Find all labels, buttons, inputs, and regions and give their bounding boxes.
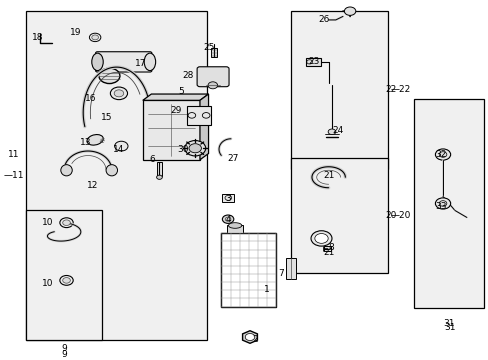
Bar bbox=[285, 258, 296, 279]
Polygon shape bbox=[242, 331, 257, 343]
Text: 13: 13 bbox=[80, 138, 91, 147]
Circle shape bbox=[92, 35, 98, 40]
Text: 1: 1 bbox=[264, 285, 269, 294]
Text: 19: 19 bbox=[70, 28, 81, 37]
Text: —22: —22 bbox=[390, 85, 410, 94]
Text: 18: 18 bbox=[32, 33, 43, 42]
Ellipse shape bbox=[106, 165, 117, 176]
Text: 26: 26 bbox=[318, 15, 329, 24]
Bar bbox=[305, 58, 320, 67]
Circle shape bbox=[434, 198, 450, 209]
Ellipse shape bbox=[87, 135, 103, 145]
Bar bbox=[226, 225, 243, 233]
Circle shape bbox=[314, 234, 327, 243]
Text: 10: 10 bbox=[41, 218, 53, 227]
Text: 12: 12 bbox=[87, 181, 98, 190]
Circle shape bbox=[438, 152, 446, 157]
Text: 30: 30 bbox=[177, 145, 189, 154]
Ellipse shape bbox=[99, 68, 120, 84]
Text: 17: 17 bbox=[134, 59, 146, 68]
Bar bbox=[26, 11, 207, 340]
Circle shape bbox=[434, 149, 450, 160]
Text: 9: 9 bbox=[61, 350, 67, 359]
Circle shape bbox=[184, 140, 205, 156]
Text: 14: 14 bbox=[113, 145, 124, 154]
Bar bbox=[221, 233, 276, 307]
Bar bbox=[290, 158, 387, 273]
Text: 24: 24 bbox=[332, 126, 343, 135]
Bar bbox=[211, 48, 217, 57]
Ellipse shape bbox=[110, 87, 127, 100]
Circle shape bbox=[327, 129, 335, 135]
Ellipse shape bbox=[92, 53, 103, 71]
Ellipse shape bbox=[114, 90, 123, 97]
Circle shape bbox=[62, 220, 70, 225]
Text: 31: 31 bbox=[442, 319, 454, 328]
Bar bbox=[414, 99, 483, 309]
Text: 25: 25 bbox=[203, 44, 215, 53]
Text: 4: 4 bbox=[225, 215, 231, 224]
Text: 20: 20 bbox=[384, 211, 395, 220]
Text: —20: —20 bbox=[390, 211, 410, 220]
Circle shape bbox=[344, 7, 355, 15]
Bar bbox=[142, 100, 200, 160]
Text: 33: 33 bbox=[434, 202, 446, 211]
Text: 11: 11 bbox=[8, 150, 20, 159]
Circle shape bbox=[62, 278, 70, 283]
Polygon shape bbox=[142, 94, 208, 100]
Bar bbox=[157, 162, 162, 176]
Text: 23: 23 bbox=[308, 57, 319, 66]
Circle shape bbox=[60, 275, 73, 285]
Circle shape bbox=[189, 144, 201, 153]
Circle shape bbox=[310, 231, 331, 246]
Bar bbox=[290, 11, 387, 168]
Text: —11: —11 bbox=[3, 171, 23, 180]
Circle shape bbox=[222, 215, 233, 224]
Bar bbox=[323, 247, 330, 251]
Bar bbox=[222, 194, 234, 202]
Text: 7: 7 bbox=[278, 269, 284, 278]
Text: 21: 21 bbox=[322, 248, 334, 257]
Text: 32: 32 bbox=[434, 150, 446, 159]
Text: 3: 3 bbox=[225, 194, 231, 203]
Polygon shape bbox=[187, 105, 210, 125]
Text: 21: 21 bbox=[322, 171, 334, 180]
Circle shape bbox=[245, 333, 254, 341]
FancyBboxPatch shape bbox=[95, 52, 152, 72]
Polygon shape bbox=[200, 94, 208, 160]
Ellipse shape bbox=[61, 165, 72, 176]
Ellipse shape bbox=[228, 223, 241, 228]
Text: 8: 8 bbox=[327, 243, 333, 252]
Bar bbox=[26, 211, 102, 340]
Circle shape bbox=[438, 201, 446, 206]
Text: 2: 2 bbox=[251, 335, 257, 344]
Text: 5: 5 bbox=[178, 87, 183, 96]
Circle shape bbox=[60, 218, 73, 228]
Circle shape bbox=[208, 82, 217, 89]
Circle shape bbox=[156, 175, 162, 179]
Text: 22: 22 bbox=[384, 85, 395, 94]
Text: 10: 10 bbox=[41, 279, 53, 288]
Text: 31: 31 bbox=[444, 323, 455, 332]
Circle shape bbox=[225, 217, 230, 221]
FancyBboxPatch shape bbox=[197, 67, 228, 87]
Text: 27: 27 bbox=[227, 153, 239, 162]
Ellipse shape bbox=[114, 141, 128, 151]
Text: 28: 28 bbox=[182, 71, 193, 80]
Text: 9: 9 bbox=[61, 344, 67, 353]
Text: 29: 29 bbox=[170, 106, 182, 115]
Text: 16: 16 bbox=[84, 94, 96, 103]
Text: 15: 15 bbox=[101, 113, 113, 122]
Text: 6: 6 bbox=[149, 155, 155, 164]
Ellipse shape bbox=[144, 53, 155, 71]
